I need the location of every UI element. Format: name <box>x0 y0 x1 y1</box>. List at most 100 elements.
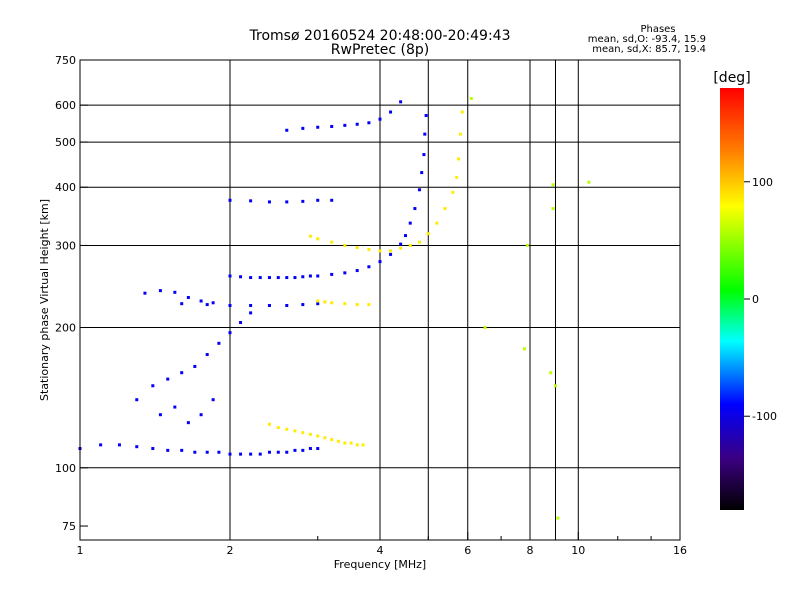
trace-point <box>180 448 184 452</box>
y-tick-label: 500 <box>55 136 76 149</box>
colorbar-tick-label: -100 <box>752 410 777 423</box>
trace-point <box>316 274 320 278</box>
trace-point <box>249 303 253 307</box>
trace-point <box>173 405 177 409</box>
trace-point <box>228 331 232 335</box>
trace-point <box>423 132 427 136</box>
trace-point <box>211 301 215 305</box>
x-tick-label: 4 <box>377 544 384 557</box>
trace-point <box>301 303 305 307</box>
trace-point <box>549 371 553 375</box>
trace-point <box>99 443 103 447</box>
trace-point <box>378 117 382 121</box>
y-tick-label: 200 <box>55 322 76 335</box>
trace-point <box>389 249 393 253</box>
trace-point <box>173 290 177 294</box>
trace-point <box>403 234 407 238</box>
trace-point <box>217 341 221 345</box>
trace-point <box>316 302 320 306</box>
trace-point <box>469 97 473 101</box>
trace-point <box>228 274 232 278</box>
trace-point <box>267 276 271 280</box>
trace-point <box>330 301 334 305</box>
trace-point <box>551 207 555 211</box>
trace-point <box>267 200 271 204</box>
trace-point <box>308 432 312 436</box>
trace-point <box>399 246 403 250</box>
trace-point <box>435 221 439 225</box>
trace-point <box>228 303 232 307</box>
trace-point <box>205 303 209 307</box>
trace-point <box>276 450 280 454</box>
trace-point <box>285 200 289 204</box>
y-tick-label: 750 <box>55 54 76 67</box>
trace-point <box>378 249 382 253</box>
trace-point <box>355 269 359 273</box>
trace-point <box>258 452 262 456</box>
trace-point <box>293 448 297 452</box>
trace-point <box>399 242 403 246</box>
trace-point <box>417 188 421 192</box>
trace-point <box>323 300 327 304</box>
trace-point <box>117 443 121 447</box>
stats-heading: Phases <box>640 24 675 35</box>
trace-point <box>135 398 139 402</box>
trace-point <box>355 122 359 126</box>
trace-point <box>587 180 591 184</box>
trace-point <box>228 452 232 456</box>
trace-point <box>285 450 289 454</box>
trace-point <box>399 100 403 104</box>
trace-point <box>267 303 271 307</box>
trace-point <box>426 232 430 236</box>
x-axis-label: Frequency [MHz] <box>334 558 426 571</box>
trace-point <box>420 171 424 175</box>
trace-point <box>361 443 365 447</box>
axis-ticks: 1 2 4 6 8 10 16 75 100 200 300 400 500 600 750 <box>55 54 687 557</box>
trace-point <box>422 153 426 157</box>
trace-point <box>308 447 312 451</box>
trace-point <box>443 207 447 211</box>
trace-point <box>367 248 371 252</box>
trace-point <box>355 443 359 447</box>
trace-point <box>166 448 170 452</box>
trace-point <box>249 452 253 456</box>
trace-point <box>367 303 371 307</box>
trace-point <box>180 371 184 375</box>
x-tick-label: 6 <box>464 544 471 557</box>
trace-point <box>408 243 412 247</box>
x-tick-label: 1 <box>77 544 84 557</box>
trace-point <box>158 413 162 417</box>
trace-point <box>239 452 243 456</box>
chart-subtitle: RwPretec (8p) <box>331 42 429 58</box>
colorbar-ticks: 100 0 -100 <box>744 176 777 423</box>
trace-point <box>301 199 305 203</box>
trace-point <box>525 243 529 247</box>
x-tick-label: 10 <box>571 544 585 557</box>
trace-point <box>276 426 280 430</box>
stats-o-mode: mean, sd,O: -93.4, 15.9 <box>588 34 706 45</box>
trace-point <box>330 438 334 442</box>
trace-point <box>460 110 464 114</box>
colorbar-tick-label: 100 <box>752 176 773 189</box>
trace-point <box>417 240 421 244</box>
trace-point <box>239 275 243 279</box>
trace-point <box>249 199 253 203</box>
trace-point <box>228 198 232 202</box>
trace-point <box>267 450 271 454</box>
trace-point <box>293 429 297 433</box>
trace-point <box>293 276 297 280</box>
trace-point <box>316 198 320 202</box>
trace-point <box>193 450 197 454</box>
trace-point <box>553 384 557 388</box>
trace-point <box>199 299 203 303</box>
trace-point <box>457 157 461 161</box>
trace-point <box>343 243 347 247</box>
stats-x-mode: mean, sd,X: 85.7, 19.4 <box>592 44 706 55</box>
trace-point <box>249 276 253 280</box>
trace-point <box>316 125 320 129</box>
trace-point <box>151 447 155 451</box>
trace-point <box>186 421 190 425</box>
trace-point <box>413 207 417 211</box>
